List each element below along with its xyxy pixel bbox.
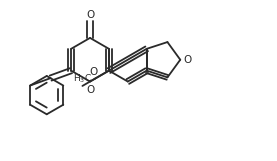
Text: H$_3$C: H$_3$C <box>73 72 92 85</box>
Text: O: O <box>90 67 98 77</box>
Text: O: O <box>86 85 94 95</box>
Text: O: O <box>183 55 192 65</box>
Text: O: O <box>86 10 94 20</box>
